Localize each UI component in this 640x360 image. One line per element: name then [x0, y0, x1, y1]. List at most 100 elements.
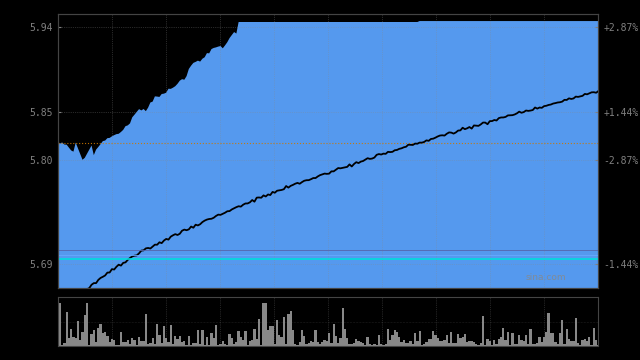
Bar: [527, 343, 529, 346]
Bar: [208, 345, 211, 346]
Bar: [436, 338, 439, 346]
Bar: [509, 345, 511, 346]
Bar: [541, 342, 543, 346]
Bar: [280, 337, 283, 346]
Bar: [389, 339, 391, 346]
Bar: [491, 345, 493, 346]
Bar: [398, 337, 401, 346]
Bar: [351, 344, 353, 346]
Bar: [525, 335, 527, 346]
Bar: [554, 342, 557, 346]
Bar: [550, 333, 552, 346]
Bar: [321, 342, 323, 346]
Bar: [405, 343, 407, 346]
Bar: [445, 335, 448, 346]
Bar: [145, 314, 147, 346]
Bar: [113, 341, 115, 346]
Bar: [355, 339, 357, 346]
Bar: [385, 343, 387, 346]
Bar: [444, 341, 445, 346]
Bar: [323, 340, 326, 346]
Bar: [274, 344, 276, 346]
Bar: [262, 303, 265, 346]
Bar: [346, 338, 348, 346]
Bar: [269, 326, 271, 346]
Bar: [215, 325, 217, 346]
Bar: [420, 345, 423, 346]
Bar: [396, 332, 398, 346]
Bar: [308, 343, 310, 346]
Bar: [174, 337, 177, 346]
Bar: [367, 337, 369, 346]
Bar: [188, 336, 190, 346]
Bar: [536, 343, 538, 346]
Bar: [547, 313, 550, 346]
Bar: [221, 341, 224, 346]
Bar: [477, 345, 479, 346]
Bar: [88, 345, 90, 346]
Bar: [520, 339, 523, 346]
Bar: [371, 345, 373, 346]
Bar: [566, 329, 568, 346]
Bar: [419, 331, 420, 346]
Bar: [595, 341, 597, 346]
Bar: [133, 340, 136, 346]
Bar: [561, 320, 563, 346]
Bar: [319, 343, 321, 346]
Bar: [95, 342, 97, 346]
Bar: [335, 336, 337, 346]
Bar: [507, 332, 509, 346]
Bar: [65, 312, 68, 346]
Bar: [502, 328, 504, 346]
Bar: [72, 337, 75, 346]
Bar: [143, 341, 145, 346]
Bar: [448, 343, 450, 346]
Bar: [339, 338, 342, 346]
Bar: [267, 330, 269, 346]
Bar: [230, 338, 233, 346]
Bar: [579, 345, 581, 346]
Bar: [357, 341, 360, 346]
Text: sina.com: sina.com: [525, 273, 566, 282]
Bar: [299, 342, 301, 346]
Bar: [206, 337, 208, 346]
Bar: [326, 341, 328, 346]
Bar: [212, 338, 215, 346]
Bar: [244, 331, 246, 346]
Bar: [77, 321, 79, 346]
Bar: [63, 343, 65, 346]
Bar: [152, 338, 154, 346]
Bar: [435, 334, 436, 346]
Bar: [120, 333, 122, 346]
Bar: [482, 316, 484, 346]
Bar: [369, 344, 371, 346]
Bar: [428, 339, 430, 346]
Bar: [86, 303, 88, 346]
Bar: [328, 333, 330, 346]
Bar: [271, 327, 274, 346]
Bar: [468, 341, 470, 346]
Bar: [260, 345, 262, 346]
Bar: [233, 343, 236, 346]
Bar: [454, 343, 457, 346]
Bar: [457, 334, 460, 346]
Bar: [568, 339, 570, 346]
Bar: [575, 318, 577, 346]
Bar: [172, 344, 174, 346]
Bar: [251, 340, 253, 346]
Bar: [190, 345, 192, 346]
Bar: [140, 341, 143, 346]
Bar: [204, 345, 206, 346]
Bar: [165, 338, 167, 346]
Bar: [450, 332, 452, 346]
Bar: [278, 335, 280, 346]
Bar: [430, 339, 432, 346]
Bar: [289, 311, 292, 346]
Bar: [410, 341, 412, 346]
Bar: [211, 333, 212, 346]
Bar: [378, 336, 380, 346]
Bar: [403, 341, 405, 346]
Bar: [584, 339, 586, 346]
Bar: [183, 341, 186, 346]
Bar: [382, 345, 385, 346]
